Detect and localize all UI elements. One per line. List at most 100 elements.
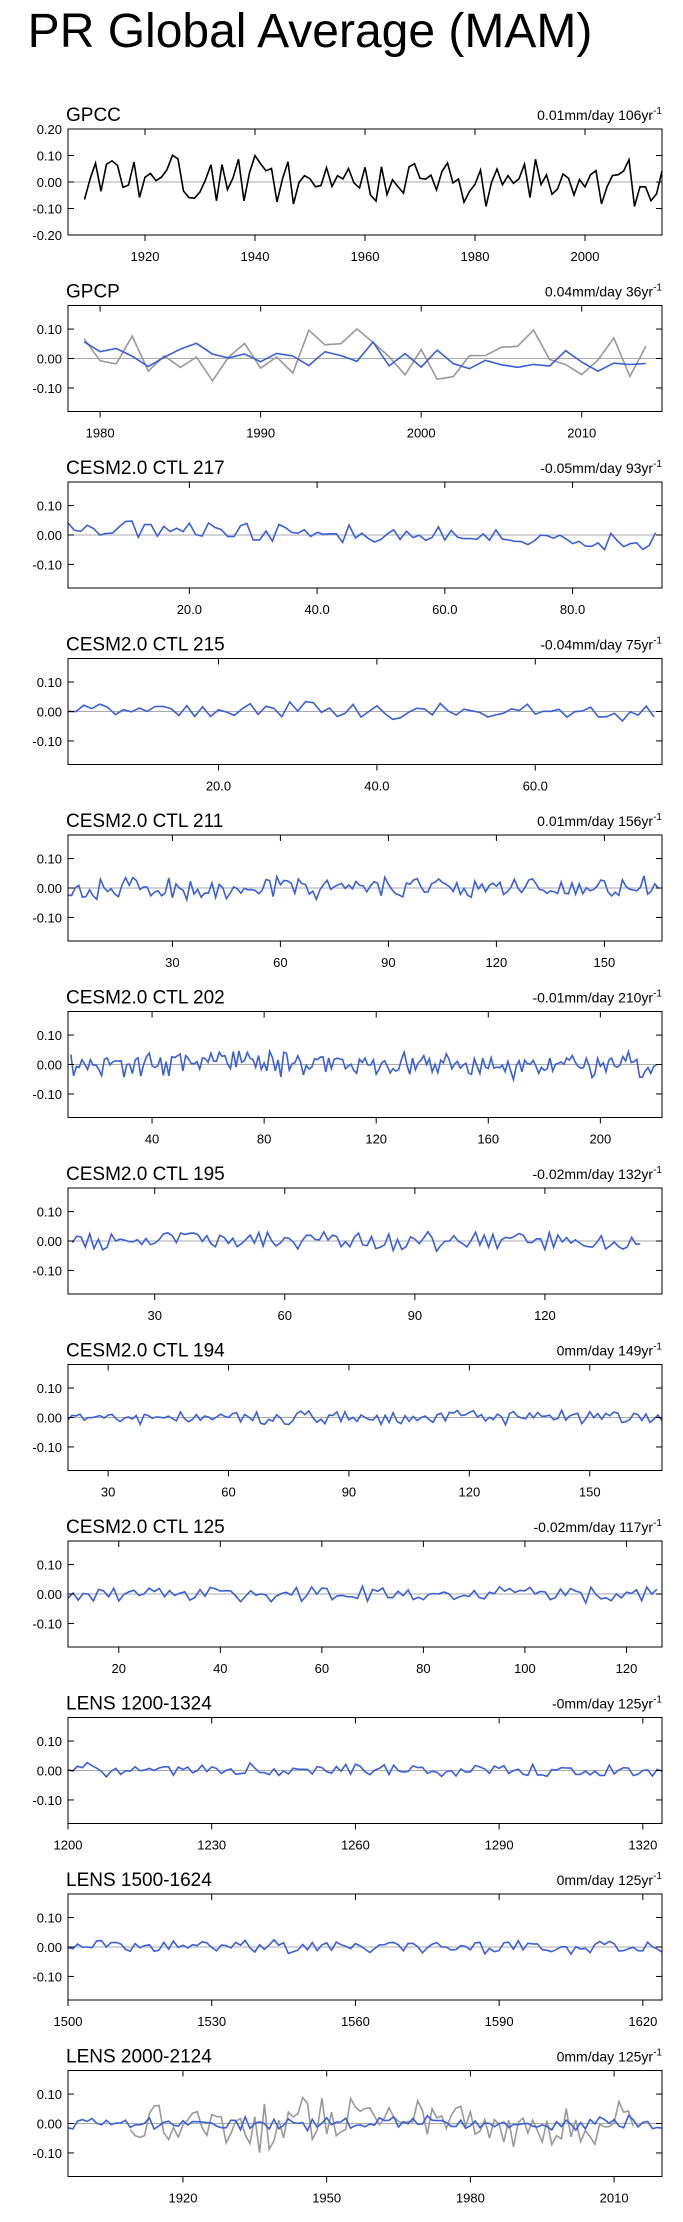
panel-title: CESM2.0 CTL 217 — [66, 458, 225, 479]
series-line — [67, 873, 660, 903]
y-tick-label: -0.10 — [32, 202, 62, 217]
y-tick-label: 0.00 — [37, 881, 62, 896]
x-tick-label: 1530 — [197, 2014, 226, 2029]
x-tick-label: 2010 — [567, 426, 596, 441]
x-tick-label: 150 — [579, 1485, 601, 1500]
y-tick-label: 0.10 — [37, 1558, 62, 1573]
y-tick-label: 0.00 — [37, 352, 62, 367]
x-tick-label: 20 — [112, 1661, 126, 1676]
series-line — [67, 1408, 663, 1427]
x-tick-label: 120 — [616, 1661, 638, 1676]
y-tick-label: 0.10 — [37, 1381, 62, 1396]
x-tick-label: 20.0 — [177, 602, 202, 617]
chart-panel: CESM2.0 CTL 217 -0.05mm/day 93yr-1 0.10 0.0… — [32, 458, 663, 617]
trend-label: -0mm/day 125yr-1 — [552, 1695, 662, 1712]
y-tick-label: 0.00 — [37, 1587, 62, 1602]
x-tick-label: 1920 — [169, 2191, 198, 2206]
y-tick-label: -0.10 — [32, 1969, 62, 1984]
x-tick-label: 60 — [315, 1661, 329, 1676]
y-tick-label: 0.10 — [37, 675, 62, 690]
x-tick-label: 1590 — [485, 2014, 514, 2029]
x-tick-label: 1620 — [628, 2014, 657, 2029]
series-line — [67, 520, 657, 552]
x-tick-label: 60 — [221, 1485, 235, 1500]
series-line — [83, 327, 647, 383]
x-tick-label: 1960 — [351, 249, 380, 264]
x-tick-label: 1920 — [131, 249, 160, 264]
series-line — [71, 1229, 641, 1253]
x-tick-label: 2000 — [571, 249, 600, 264]
trend-label: 0.04mm/day 36yr-1 — [545, 283, 663, 300]
trend-label: 0mm/day 125yr-1 — [557, 2048, 663, 2065]
x-tick-label: 200 — [590, 1132, 612, 1147]
x-tick-label: 30 — [165, 955, 179, 970]
trend-label: 0.01mm/day 156yr-1 — [537, 812, 662, 829]
y-tick-label: -0.10 — [32, 381, 62, 396]
y-tick-label: -0.10 — [32, 1263, 62, 1278]
x-tick-label: 1200 — [54, 1838, 83, 1853]
x-tick-label: 120 — [365, 1132, 387, 1147]
x-tick-label: 1230 — [197, 1838, 226, 1853]
x-tick-label: 80 — [416, 1661, 430, 1676]
x-tick-label: 1290 — [485, 1838, 514, 1853]
y-tick-label: -0.10 — [32, 1440, 62, 1455]
x-tick-label: 30 — [101, 1485, 115, 1500]
trend-label: -0.04mm/day 75yr-1 — [540, 636, 662, 653]
chart-panel: CESM2.0 CTL 211 0.01mm/day 156yr-1 0.10 0.0… — [32, 811, 663, 970]
x-tick-label: 120 — [534, 1308, 556, 1323]
chart-panel: CESM2.0 CTL 202 -0.01mm/day 210yr-1 0.10 0.… — [32, 988, 663, 1147]
series-line — [70, 1048, 657, 1083]
y-tick-label: 0.10 — [37, 322, 62, 337]
chart-panel: GPCP 0.04mm/day 36yr-1 0.10 0.00 -0.10 1980 19… — [32, 282, 663, 441]
y-tick-label: -0.10 — [32, 557, 62, 572]
y-tick-label: 0.10 — [37, 1734, 62, 1749]
series-line — [67, 1584, 658, 1606]
y-tick-label: -0.10 — [32, 734, 62, 749]
y-tick-label: 0.00 — [37, 705, 62, 720]
x-tick-label: 60.0 — [523, 779, 548, 794]
y-tick-label: 0.00 — [37, 1234, 62, 1249]
chart-panel: GPCC 0.01mm/day 106yr-1 0.20 0.10 0.00 -0.10 -… — [32, 105, 663, 264]
x-tick-label: 2000 — [407, 426, 436, 441]
x-tick-label: 40.0 — [364, 779, 389, 794]
x-tick-label: 90 — [408, 1308, 422, 1323]
x-tick-label: 1990 — [246, 426, 275, 441]
y-tick-label: 0.00 — [37, 1058, 62, 1073]
x-tick-label: 120 — [458, 1485, 480, 1500]
x-tick-label: 60 — [273, 955, 287, 970]
y-tick-label: -0.10 — [32, 910, 62, 925]
y-tick-label: -0.20 — [32, 228, 62, 243]
x-tick-label: 160 — [477, 1132, 499, 1147]
y-tick-label: 0.10 — [37, 149, 62, 164]
series-line — [129, 2095, 635, 2153]
x-tick-label: 150 — [594, 955, 616, 970]
y-tick-label: -0.10 — [32, 1793, 62, 1808]
trend-label: 0mm/day 125yr-1 — [557, 1871, 663, 1888]
panel-title: GPCP — [66, 282, 120, 303]
series-line — [83, 340, 646, 373]
x-tick-label: 1940 — [241, 249, 270, 264]
panel-title: LENS 1200-1324 — [66, 1694, 212, 1715]
x-tick-label: 60 — [278, 1308, 292, 1323]
x-tick-label: 40 — [145, 1132, 159, 1147]
chart-panel: CESM2.0 CTL 194 0mm/day 149yr-1 0.10 0.00 -0… — [32, 1341, 663, 1500]
series-line — [67, 1938, 663, 1956]
chart-panel: LENS 1200-1324 -0mm/day 125yr-1 0.10 0.00 -0… — [32, 1694, 663, 1853]
y-tick-label: 0.10 — [37, 1205, 62, 1220]
chart-panel: CESM2.0 CTL 215 -0.04mm/day 75yr-1 0.10 0.0… — [32, 635, 663, 794]
page-title: PR Global Average (MAM) — [27, 5, 593, 58]
panel-title: GPCC — [66, 105, 121, 126]
y-tick-label: 0.00 — [37, 1411, 62, 1426]
panel-title: CESM2.0 CTL 125 — [66, 1517, 225, 1538]
y-tick-label: 0.00 — [37, 1764, 62, 1779]
x-tick-label: 1980 — [86, 426, 115, 441]
y-tick-label: -0.10 — [32, 1087, 62, 1102]
panel-title: LENS 2000-2124 — [66, 2047, 212, 2068]
trend-label: 0mm/day 149yr-1 — [557, 1342, 663, 1359]
series-line — [83, 153, 663, 207]
x-tick-label: 1560 — [341, 2014, 370, 2029]
trend-label: -0.01mm/day 210yr-1 — [532, 989, 662, 1006]
panel-title: CESM2.0 CTL 202 — [66, 988, 225, 1009]
trend-label: -0.02mm/day 117yr-1 — [534, 1518, 663, 1535]
trend-label: 0.01mm/day 106yr-1 — [537, 106, 662, 123]
